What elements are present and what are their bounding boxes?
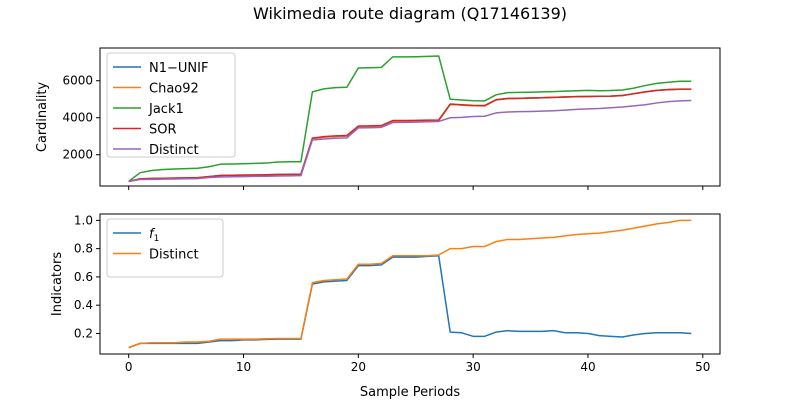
plot-area-frame — [99, 47, 721, 187]
series-line-cardinality-3 — [128, 88, 692, 183]
y-tick-label: 0.6 — [74, 270, 93, 284]
y-tick-label: 4000 — [62, 111, 93, 125]
y-tick-label: 0.4 — [74, 298, 93, 312]
legend-label: f1 — [149, 227, 159, 244]
series-line-cardinality-2 — [128, 55, 692, 182]
y-axis-label: Cardinality — [35, 82, 50, 153]
x-axis-label: Sample Periods — [360, 385, 460, 400]
y-tick-label: 1.0 — [74, 213, 93, 227]
x-tick-label: 40 — [580, 360, 595, 374]
legend-label: Chao92 — [149, 82, 199, 97]
y-axis-label: Indicators — [50, 252, 65, 316]
legend-label: Distinct — [149, 248, 199, 263]
cardinality-chart: 2000 4000 6000 Cardinality N1−UNIF Chao92 Jack… — [35, 47, 721, 190]
x-tick-label: 30 — [466, 360, 481, 374]
x-tick-label: 20 — [351, 360, 366, 374]
y-tick-label: 0.2 — [74, 326, 93, 340]
x-tick-label: 0 — [125, 360, 133, 374]
legend-label: Distinct — [149, 143, 199, 158]
y-tick-label: 6000 — [62, 74, 93, 88]
x-tick-label: 50 — [695, 360, 710, 374]
series-line-cardinality-4 — [128, 99, 692, 183]
legend-box — [106, 52, 236, 158]
indicators-chart: 0 10 20 30 40 50 0.2 0.4 0.6 0.8 1.0 Indicators f1 Di… — [50, 213, 721, 374]
legend-label: Jack1 — [148, 102, 184, 117]
legend-label: SOR — [149, 123, 177, 138]
series-line-indicators-1 — [128, 219, 692, 349]
y-tick-label: 0.8 — [74, 242, 93, 256]
y-tick-label: 2000 — [62, 148, 93, 162]
legend-label: N1−UNIF — [149, 61, 208, 76]
series-line-indicators-0 — [128, 254, 692, 349]
figure-title: Wikimedia route diagram (Q17146139) — [253, 4, 567, 23]
plot-area-frame — [99, 213, 721, 355]
x-tick-label: 10 — [236, 360, 251, 374]
